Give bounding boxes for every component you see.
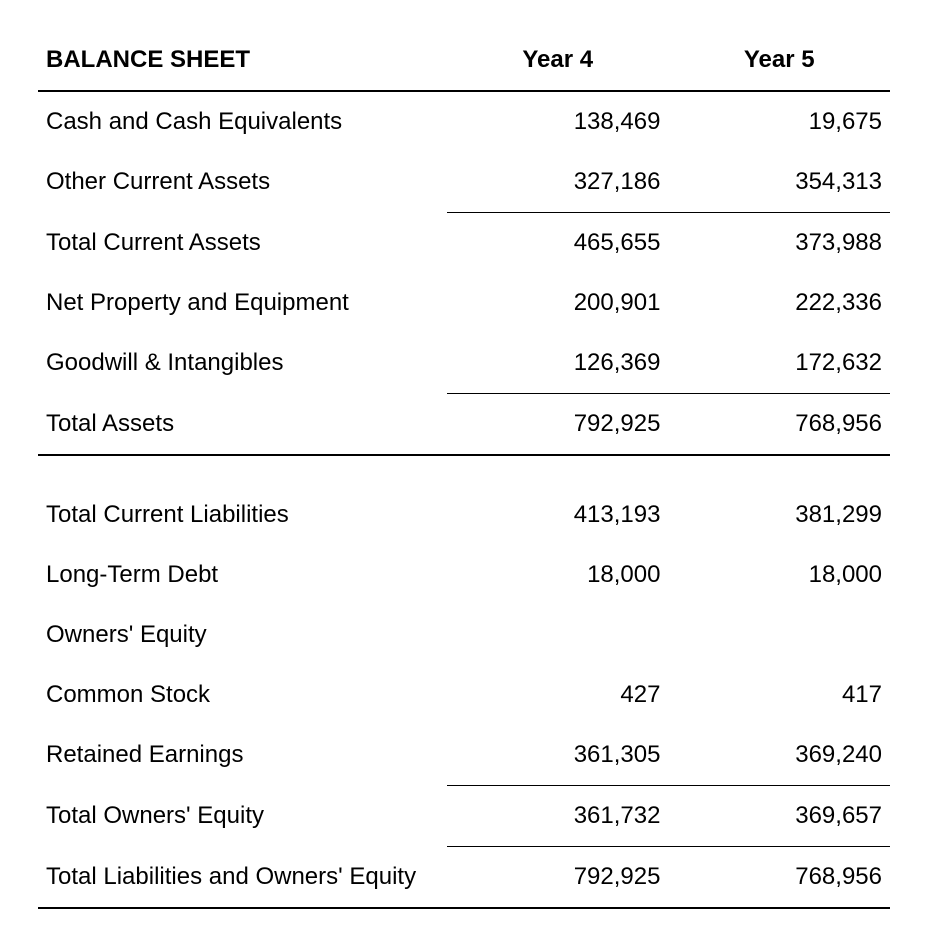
row-label: Retained Earnings [38,725,447,786]
row-y5: 19,675 [668,91,890,152]
table-row: Common Stock 427 417 [38,665,890,725]
header-year5: Year 5 [668,30,890,91]
table-row: Total Current Liabilities 413,193 381,29… [38,485,890,545]
table-row: Goodwill & Intangibles 126,369 172,632 [38,333,890,394]
row-y4: 138,469 [447,91,669,152]
table-header-row: BALANCE SHEET Year 4 Year 5 [38,30,890,91]
row-label: Total Assets [38,394,447,456]
row-y5 [668,605,890,665]
table-row: Other Current Assets 327,186 354,313 [38,152,890,213]
table-row: Retained Earnings 361,305 369,240 [38,725,890,786]
balance-sheet-table: BALANCE SHEET Year 4 Year 5 Cash and Cas… [38,30,890,909]
row-label: Other Current Assets [38,152,447,213]
row-y5: 768,956 [668,394,890,456]
header-title: BALANCE SHEET [38,30,447,91]
table-row-total: Total Liabilities and Owners' Equity 792… [38,847,890,909]
row-y5: 381,299 [668,485,890,545]
row-label: Cash and Cash Equivalents [38,91,447,152]
row-y4 [447,605,669,665]
row-y4: 18,000 [447,545,669,605]
row-y5: 354,313 [668,152,890,213]
table-row: Owners' Equity [38,605,890,665]
row-label: Total Current Assets [38,213,447,274]
table-row-total: Total Assets 792,925 768,956 [38,394,890,456]
header-year4: Year 4 [447,30,669,91]
row-label: Total Current Liabilities [38,485,447,545]
table-row-subtotal: Total Owners' Equity 361,732 369,657 [38,786,890,847]
row-y5: 417 [668,665,890,725]
row-y5: 768,956 [668,847,890,909]
row-y5: 18,000 [668,545,890,605]
row-label: Common Stock [38,665,447,725]
row-y4: 361,732 [447,786,669,847]
table-row: Cash and Cash Equivalents 138,469 19,675 [38,91,890,152]
section-gap [38,455,890,485]
row-y4: 792,925 [447,847,669,909]
row-label: Goodwill & Intangibles [38,333,447,394]
row-label: Long-Term Debt [38,545,447,605]
row-y4: 427 [447,665,669,725]
table-row-subtotal: Total Current Assets 465,655 373,988 [38,213,890,274]
row-y5: 222,336 [668,273,890,333]
row-y4: 361,305 [447,725,669,786]
row-y4: 792,925 [447,394,669,456]
table-row: Long-Term Debt 18,000 18,000 [38,545,890,605]
row-label: Net Property and Equipment [38,273,447,333]
row-y5: 369,657 [668,786,890,847]
row-y4: 126,369 [447,333,669,394]
row-y4: 200,901 [447,273,669,333]
row-y4: 413,193 [447,485,669,545]
table-row: Net Property and Equipment 200,901 222,3… [38,273,890,333]
row-y4: 327,186 [447,152,669,213]
row-label: Total Liabilities and Owners' Equity [38,847,447,909]
row-y4: 465,655 [447,213,669,274]
row-y5: 369,240 [668,725,890,786]
row-label: Total Owners' Equity [38,786,447,847]
row-y5: 373,988 [668,213,890,274]
row-label: Owners' Equity [38,605,447,665]
row-y5: 172,632 [668,333,890,394]
